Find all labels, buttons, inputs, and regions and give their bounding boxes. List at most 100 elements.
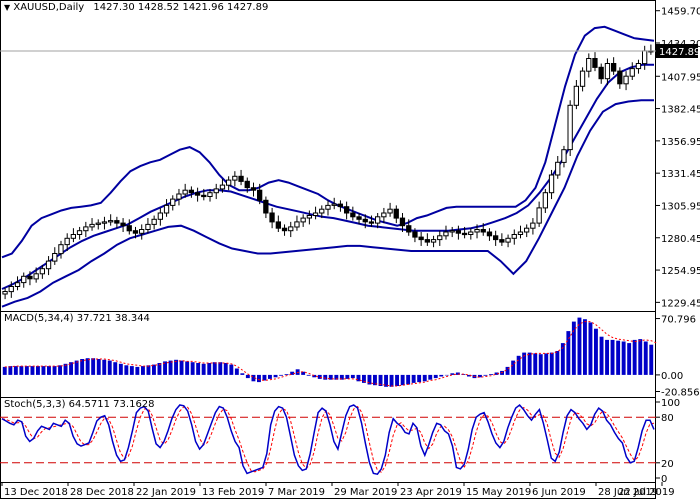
candle-body bbox=[468, 231, 474, 235]
candle-body bbox=[213, 188, 219, 194]
macd-histogram-bar bbox=[201, 363, 206, 375]
ohlc-label: 1427.30 1428.52 1421.96 1427.89 bbox=[93, 2, 269, 13]
macd-axis-label: 0.00 bbox=[661, 371, 683, 382]
stoch-axis-label: 100 bbox=[661, 398, 680, 409]
macd-histogram-bar bbox=[135, 366, 140, 375]
macd-histogram-bar bbox=[467, 374, 471, 377]
candle-body bbox=[517, 231, 524, 235]
candle-body bbox=[573, 85, 580, 106]
macd-histogram-bar bbox=[323, 374, 328, 380]
macd-histogram-bar bbox=[428, 374, 433, 380]
date-axis-label: 29 Mar 2019 bbox=[334, 487, 397, 498]
candle-body bbox=[511, 234, 517, 239]
candle-body bbox=[356, 216, 362, 220]
candle-body bbox=[306, 215, 313, 219]
candle-body bbox=[238, 175, 244, 182]
macd-histogram-bar bbox=[306, 374, 311, 376]
macd-histogram-bar bbox=[185, 361, 190, 375]
price-axis-label: 1459.70 bbox=[661, 7, 700, 18]
macd-histogram-bar bbox=[118, 363, 123, 375]
candle-body bbox=[319, 208, 325, 214]
macd-histogram-bar bbox=[395, 374, 399, 386]
macd-histogram-bar bbox=[367, 374, 372, 385]
candle-body bbox=[132, 230, 139, 234]
macd-histogram-bar bbox=[157, 363, 162, 375]
candle-body bbox=[561, 149, 567, 163]
candle-body bbox=[182, 189, 188, 195]
candle-body bbox=[226, 179, 232, 186]
macd-histogram-bar bbox=[549, 352, 554, 375]
macd-histogram-bar bbox=[362, 374, 366, 383]
candle-body bbox=[269, 212, 275, 223]
macd-histogram-bar bbox=[621, 341, 626, 375]
macd-histogram-bar bbox=[544, 353, 549, 375]
macd-histogram-bar bbox=[594, 328, 598, 375]
macd-pane bbox=[2, 317, 657, 387]
macd-header: MACD(5,34,4) 37.721 38.344 bbox=[4, 313, 150, 324]
candle-body bbox=[14, 282, 21, 288]
candle-body bbox=[95, 222, 101, 225]
macd-histogram-bar bbox=[450, 373, 455, 375]
macd-histogram-bar bbox=[511, 360, 516, 375]
macd-histogram-bar bbox=[505, 366, 510, 375]
macd-histogram-bar bbox=[400, 374, 405, 386]
candle-body bbox=[412, 231, 418, 238]
macd-histogram-bar bbox=[406, 374, 411, 385]
candle-body bbox=[139, 229, 145, 234]
candle-body bbox=[64, 237, 70, 246]
stoch-axis-label: 80 bbox=[661, 413, 674, 424]
macd-histogram-bar bbox=[102, 359, 107, 375]
candle-body bbox=[368, 221, 375, 224]
candle-body bbox=[89, 223, 95, 228]
macd-histogram-bar bbox=[627, 343, 632, 375]
stoch-signal-line bbox=[1, 405, 655, 473]
candle-body bbox=[542, 192, 549, 209]
macd-histogram-bar bbox=[107, 360, 112, 375]
candle-body bbox=[362, 218, 368, 223]
macd-histogram-bar bbox=[240, 373, 245, 375]
date-axis-label: 15 May 2019 bbox=[466, 487, 531, 498]
macd-histogram-bar bbox=[389, 374, 394, 387]
price-axis-label: 1280.45 bbox=[661, 234, 700, 245]
candle-body bbox=[611, 63, 617, 72]
candle-body bbox=[126, 225, 132, 232]
chart-frame bbox=[0, 0, 656, 499]
macd-histogram-bar bbox=[373, 374, 377, 386]
macd-histogram-bar bbox=[643, 341, 648, 375]
price-axis-label: 1229.45 bbox=[661, 298, 700, 309]
macd-histogram-bar bbox=[74, 360, 79, 375]
candle-body bbox=[8, 286, 14, 293]
candle-body bbox=[300, 217, 306, 223]
macd-histogram-bar bbox=[96, 359, 101, 375]
macd-histogram-bar bbox=[527, 352, 532, 375]
macd-histogram-bar bbox=[478, 374, 482, 378]
candle-body bbox=[39, 268, 46, 275]
macd-histogram-bar bbox=[350, 374, 355, 379]
price-axis-label: 1331.45 bbox=[661, 169, 700, 180]
macd-histogram-bar bbox=[588, 322, 593, 375]
collapse-arrow-icon[interactable]: ▼ bbox=[4, 3, 11, 12]
macd-histogram-bar bbox=[489, 374, 493, 375]
price-axis-label: 1305.95 bbox=[661, 201, 700, 212]
macd-histogram-bar bbox=[328, 374, 333, 380]
candle-body bbox=[194, 192, 201, 196]
candle-body bbox=[399, 217, 406, 227]
candle-body bbox=[219, 184, 226, 190]
stoch-title: Stoch(5,3,3) 64.5711 73.1628 bbox=[4, 399, 155, 410]
macd-histogram-bar bbox=[290, 371, 295, 375]
macd-histogram-bar bbox=[36, 366, 40, 375]
macd-histogram-bar bbox=[284, 374, 289, 375]
candle-body bbox=[83, 226, 89, 232]
candle-body bbox=[604, 63, 611, 80]
candle-body bbox=[350, 212, 356, 218]
candle-body bbox=[2, 291, 8, 295]
candle-body bbox=[449, 230, 455, 233]
candle-body bbox=[281, 227, 288, 232]
candle-body bbox=[52, 253, 58, 262]
macd-histogram-bar bbox=[63, 363, 68, 375]
candle-body bbox=[505, 237, 511, 243]
macd-histogram-bar bbox=[229, 364, 234, 375]
candle-body bbox=[207, 192, 213, 197]
date-axis-label: 23 Apr 2019 bbox=[400, 487, 462, 498]
